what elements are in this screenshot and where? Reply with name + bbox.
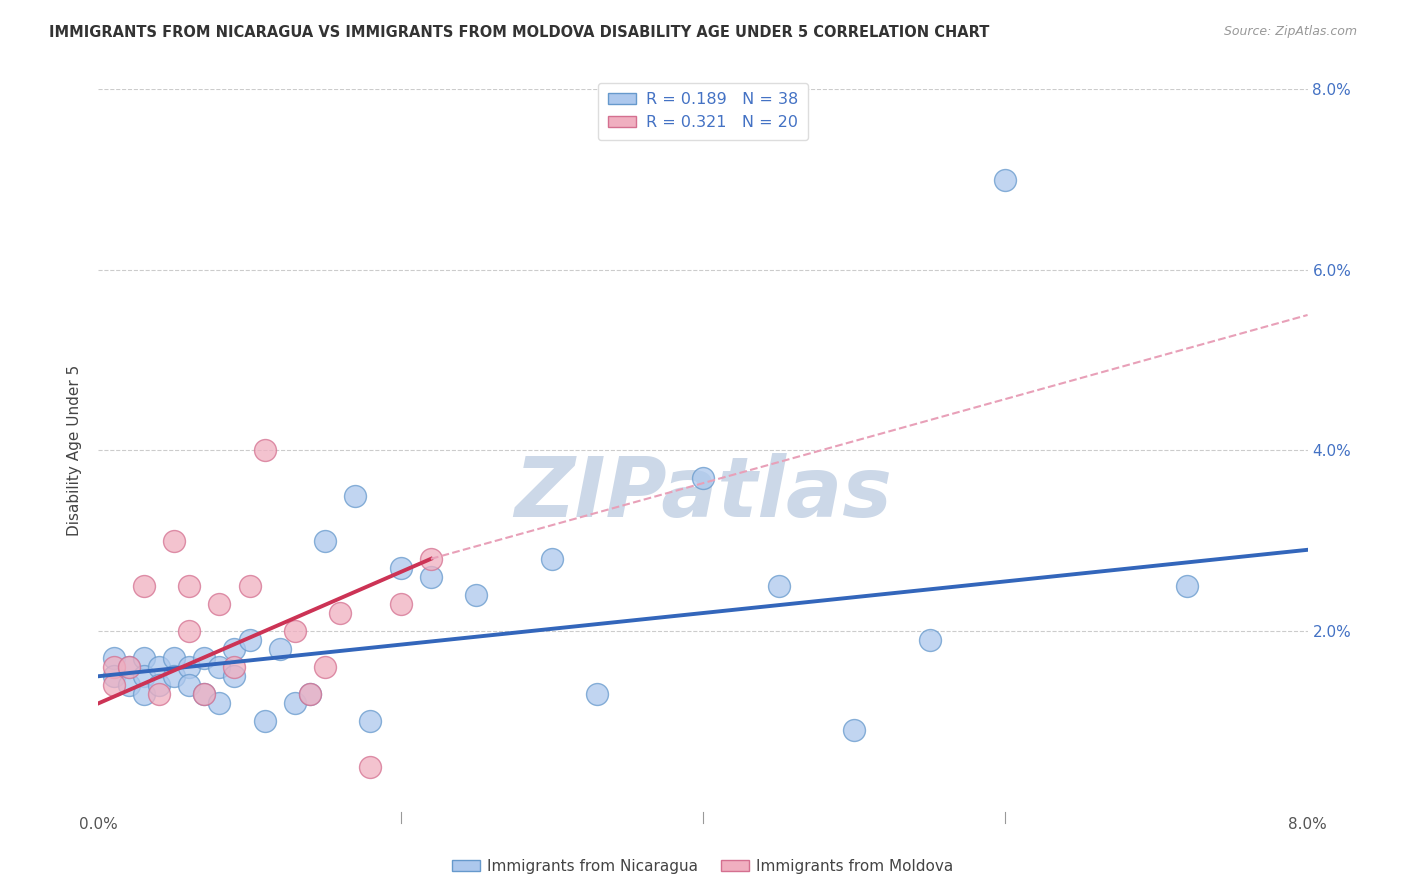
Point (148, 687, 170, 701)
Text: ZIPatlas: ZIPatlas (515, 453, 891, 534)
Point (420, 551, 443, 566)
Point (239, 633, 262, 648)
Point (299, 687, 322, 701)
Point (224, 642, 246, 657)
Point (314, 533, 336, 548)
Point (148, 660, 170, 674)
Point (103, 669, 125, 683)
Point (329, 606, 352, 620)
Point (208, 597, 231, 611)
Point (360, 759, 382, 773)
Point (253, 443, 276, 458)
Point (148, 678, 170, 692)
Point (208, 660, 231, 674)
Point (132, 687, 155, 701)
Point (118, 678, 141, 692)
Point (103, 660, 125, 674)
Point (179, 660, 201, 674)
Point (1175, 579, 1198, 593)
Text: IMMIGRANTS FROM NICARAGUA VS IMMIGRANTS FROM MOLDOVA DISABILITY AGE UNDER 5 CORR: IMMIGRANTS FROM NICARAGUA VS IMMIGRANTS … (49, 25, 990, 40)
Point (389, 561, 412, 575)
Point (103, 651, 125, 665)
Legend: Immigrants from Nicaragua, Immigrants from Moldova: Immigrants from Nicaragua, Immigrants fr… (446, 853, 960, 880)
Point (540, 551, 562, 566)
Point (269, 642, 291, 657)
Point (179, 579, 201, 593)
Point (239, 579, 262, 593)
Point (224, 669, 246, 683)
Point (692, 470, 714, 484)
Point (389, 597, 412, 611)
Point (179, 678, 201, 692)
Point (314, 660, 336, 674)
Point (420, 570, 443, 584)
Text: Source: ZipAtlas.com: Source: ZipAtlas.com (1223, 25, 1357, 38)
Point (253, 714, 276, 729)
Point (118, 660, 141, 674)
Point (344, 489, 367, 503)
Legend: R = 0.189   N = 38, R = 0.321   N = 20: R = 0.189 N = 38, R = 0.321 N = 20 (598, 83, 808, 140)
Point (844, 723, 866, 738)
Point (179, 624, 201, 639)
Point (132, 651, 155, 665)
Point (118, 660, 141, 674)
Point (284, 624, 307, 639)
Point (132, 579, 155, 593)
Point (918, 633, 941, 648)
Point (193, 687, 215, 701)
Point (224, 660, 246, 674)
Point (586, 687, 609, 701)
Point (994, 172, 1017, 186)
Point (465, 588, 488, 602)
Point (132, 669, 155, 683)
Point (284, 696, 307, 710)
Point (163, 669, 186, 683)
Point (163, 651, 186, 665)
Point (193, 687, 215, 701)
Point (768, 579, 790, 593)
Point (360, 714, 382, 729)
Point (103, 678, 125, 692)
Point (208, 696, 231, 710)
Point (193, 651, 215, 665)
Point (299, 687, 322, 701)
Point (163, 533, 186, 548)
Y-axis label: Disability Age Under 5: Disability Age Under 5 (67, 365, 83, 536)
